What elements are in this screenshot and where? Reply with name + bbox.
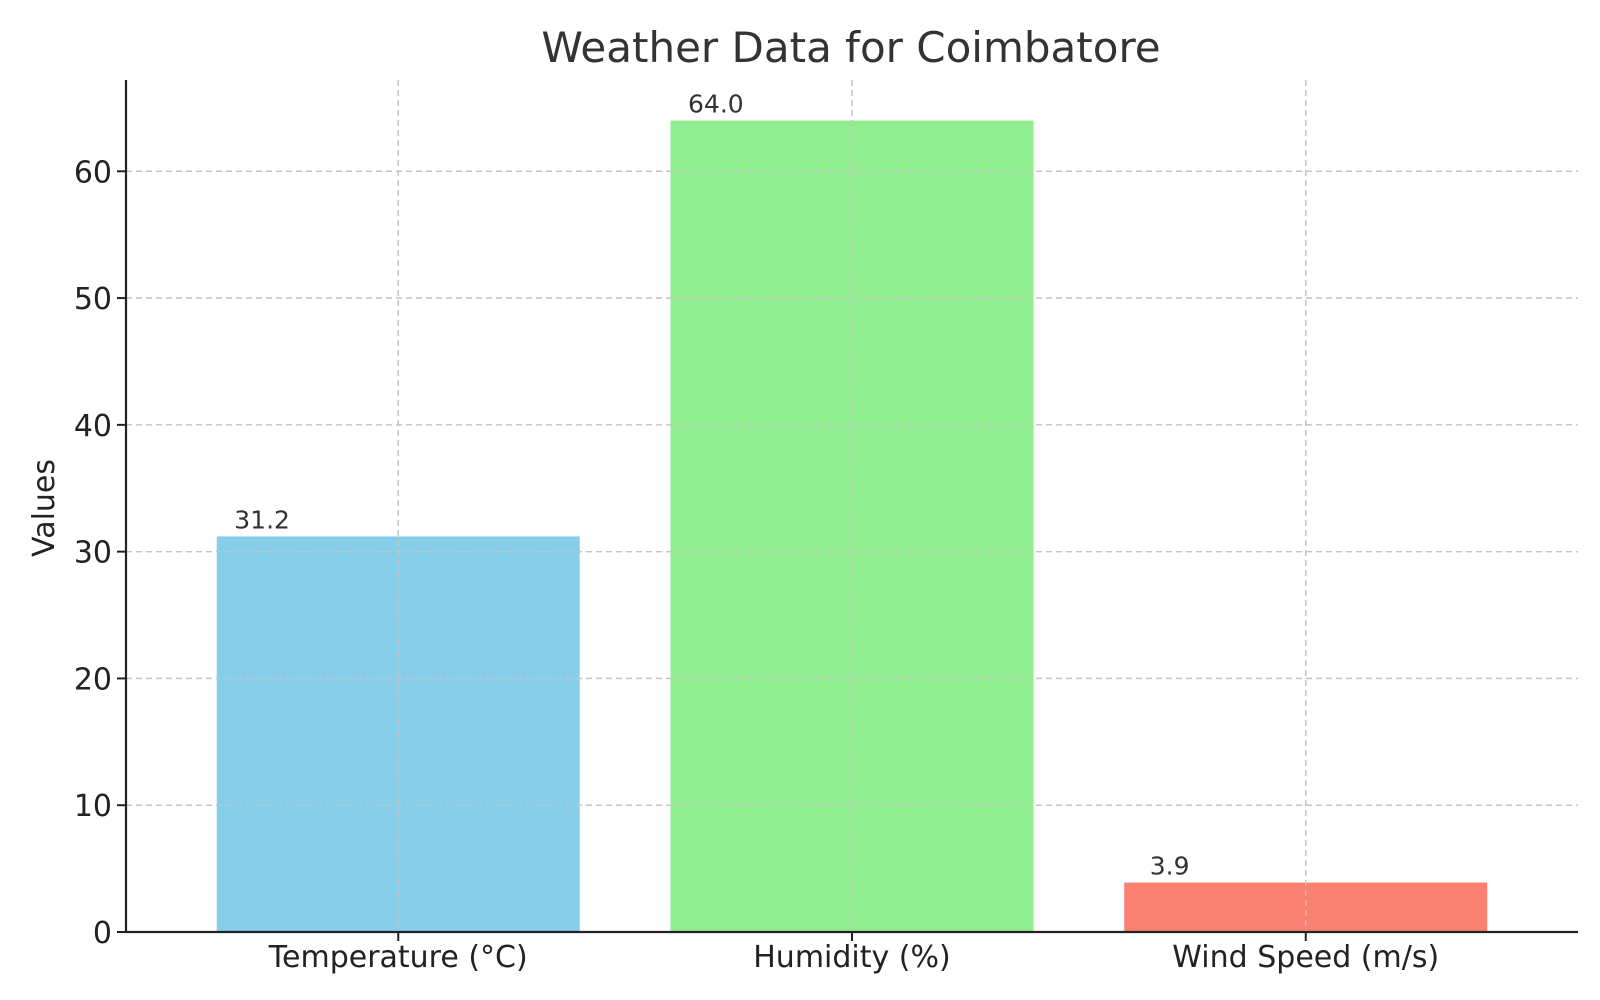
x-axis-ticks: Temperature (°C) Humidity (%) Wind Speed (… <box>268 932 1439 975</box>
y-tick-label: 60 <box>74 155 112 190</box>
y-tick-label: 50 <box>74 282 112 317</box>
y-axis-ticks: 0 10 20 30 40 50 60 <box>74 155 126 951</box>
x-tick-label: Wind Speed (m/s) <box>1172 940 1439 975</box>
bar-value-label: 31.2 <box>234 505 290 534</box>
chart-title: Weather Data for Coimbatore <box>541 23 1160 72</box>
bar-value-label: 64.0 <box>688 90 744 119</box>
bar-value-label: 3.9 <box>1150 852 1190 881</box>
y-tick-label: 10 <box>74 789 112 824</box>
x-tick-label: Humidity (%) <box>753 940 950 975</box>
x-tick-label: Temperature (°C) <box>268 940 528 975</box>
y-tick-label: 40 <box>74 409 112 444</box>
data-labels: 31.2 64.0 3.9 <box>234 90 1189 881</box>
bars <box>126 80 1578 933</box>
y-tick-label: 20 <box>74 662 112 697</box>
y-tick-label: 30 <box>74 536 112 571</box>
y-tick-label: 0 <box>93 916 112 951</box>
y-axis-label: Values <box>27 459 62 557</box>
